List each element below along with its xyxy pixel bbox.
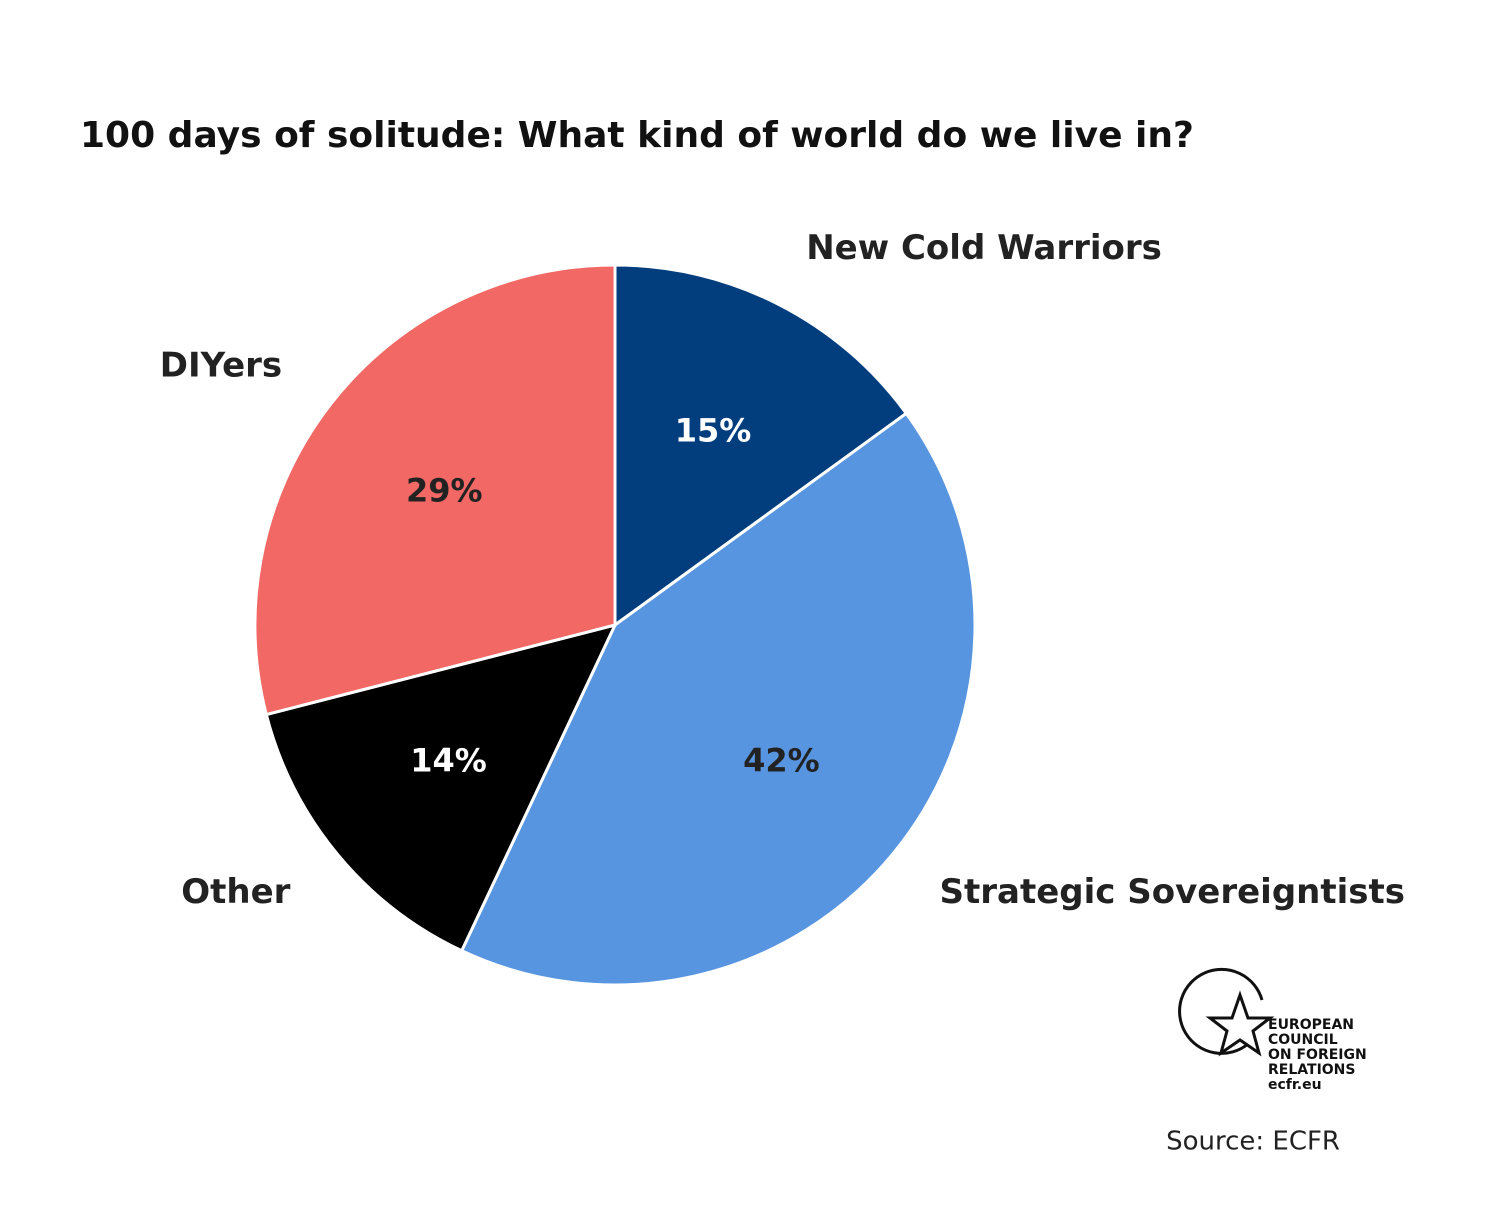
logo-text: ecfr.eu: [1268, 1077, 1322, 1093]
pie-slice: [264, 622, 618, 953]
logo-text: COUNCIL: [1268, 1032, 1338, 1048]
logo-text: EUROPEAN: [1268, 1017, 1354, 1033]
chart-title: 100 days of solitude: What kind of world…: [80, 115, 1194, 156]
category-label: New Cold Warriors: [806, 228, 1162, 268]
value-label: 14%: [410, 742, 487, 780]
pie-slice: [613, 263, 909, 628]
pie-slice: [253, 263, 617, 717]
logo-text: ON FOREIGN: [1268, 1047, 1367, 1063]
logo-text: RELATIONS: [1268, 1062, 1355, 1078]
source: Source: ECFR: [1166, 1127, 1340, 1157]
pie-slice: [459, 411, 977, 987]
category-label: Other: [181, 872, 290, 912]
logo-icon: [1178, 967, 1275, 1057]
value-label: 29%: [406, 472, 483, 510]
category-label: Strategic Sovereigntists: [940, 872, 1405, 912]
value-label: 15%: [675, 412, 752, 450]
category-label: DIYers: [160, 345, 282, 385]
value-label: 42%: [743, 742, 820, 780]
